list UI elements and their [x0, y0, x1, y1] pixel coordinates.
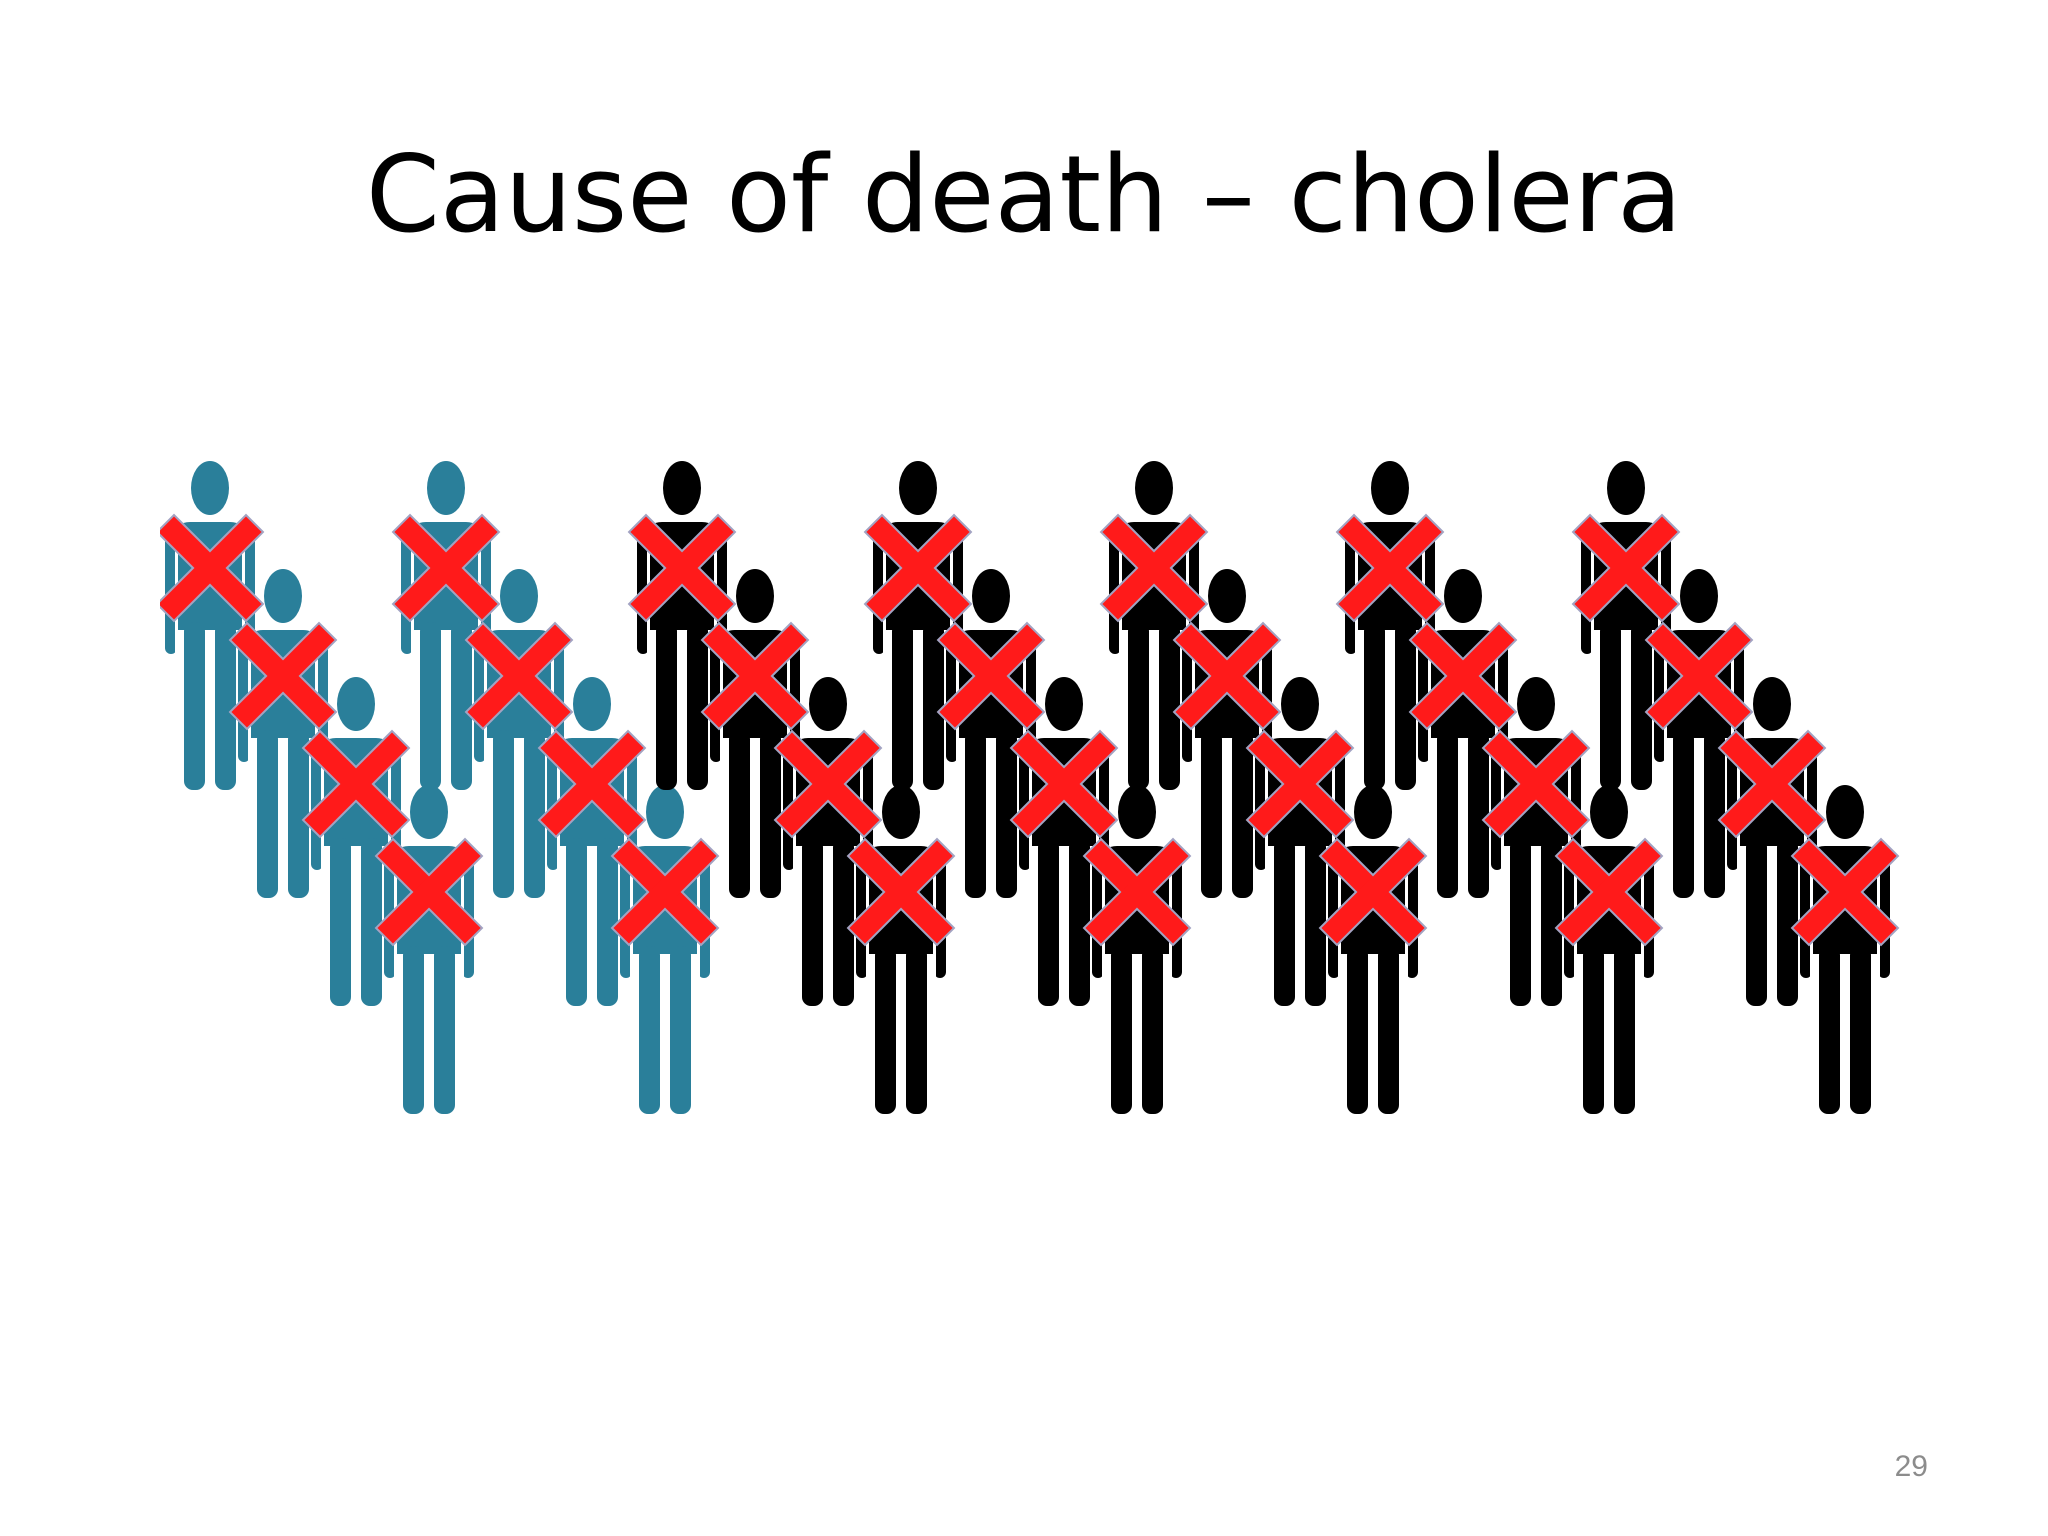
red-x-icon	[627, 513, 737, 623]
red-x-icon	[1082, 837, 1192, 947]
red-x-icon	[301, 729, 411, 839]
red-x-icon	[1009, 729, 1119, 839]
red-x-icon	[1717, 729, 1827, 839]
red-x-icon	[228, 621, 338, 731]
red-x-icon	[374, 837, 484, 947]
red-x-icon	[773, 729, 883, 839]
red-x-icon	[863, 513, 973, 623]
red-x-icon	[1481, 729, 1591, 839]
red-x-icon	[1408, 621, 1518, 731]
red-x-icon	[537, 729, 647, 839]
red-x-icon	[1245, 729, 1355, 839]
red-x-icon	[464, 621, 574, 731]
red-x-icon	[700, 621, 810, 731]
red-x-icon	[391, 513, 501, 623]
red-x-icon	[1571, 513, 1681, 623]
red-x-icon	[160, 513, 265, 623]
slide-title: Cause of death – cholera	[365, 133, 1683, 256]
red-x-icon	[1318, 837, 1428, 947]
people-illustration	[160, 461, 1900, 1118]
red-x-icon	[1172, 621, 1282, 731]
red-x-icon	[1554, 837, 1664, 947]
slide-number: 29	[1894, 1450, 1928, 1483]
red-x-icon	[1790, 837, 1900, 947]
red-x-icon	[1644, 621, 1754, 731]
red-x-icon	[1335, 513, 1445, 623]
people-figure	[160, 440, 1920, 1140]
red-x-icon	[610, 837, 720, 947]
person-icon	[1564, 785, 1654, 1118]
red-x-icon	[1099, 513, 1209, 623]
red-x-icon	[846, 837, 956, 947]
red-x-icon	[936, 621, 1046, 731]
